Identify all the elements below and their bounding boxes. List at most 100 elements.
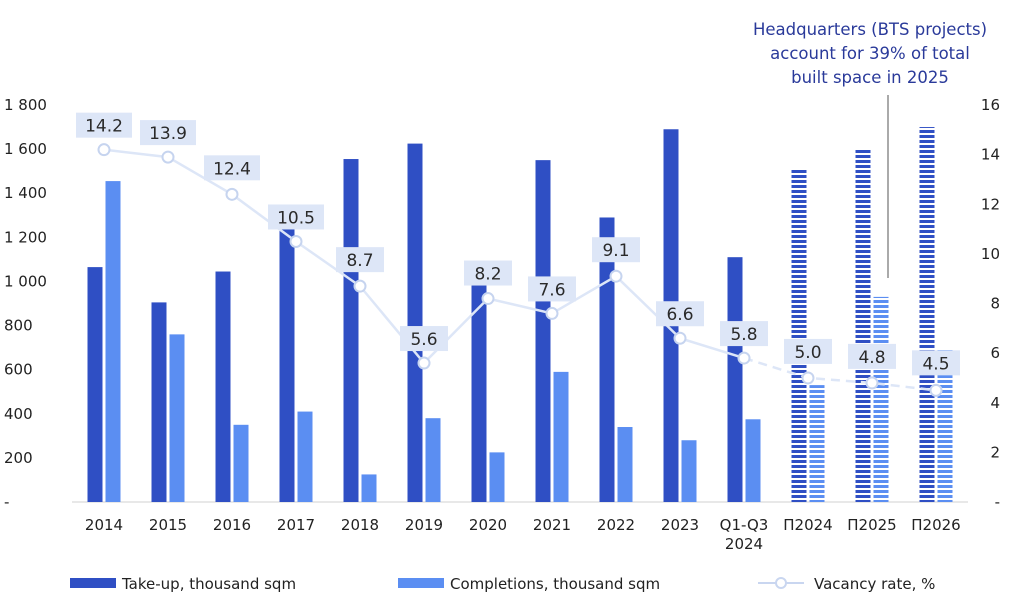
vacancy-data-label: 8.2 — [474, 265, 501, 285]
vacancy-label-box — [464, 260, 512, 286]
vacancy-label-box — [204, 155, 260, 181]
completions-bar — [105, 181, 121, 502]
vacancy-data-label: 12.4 — [213, 159, 251, 179]
legend-label: Vacancy rate, % — [814, 575, 935, 593]
vacancy-point — [673, 331, 687, 345]
legend-marker — [775, 577, 787, 589]
category-label: 2024 — [725, 535, 763, 553]
category-label: П2025 — [847, 516, 896, 534]
annotation-line: account for 39% of total — [770, 44, 970, 63]
take-up-bar — [599, 217, 615, 502]
vacancy-point — [353, 279, 367, 293]
take-up-bar — [535, 160, 551, 502]
take-up-bar — [215, 271, 231, 502]
vacancy-label-box — [592, 237, 640, 263]
right-y-axis: - 2 4 6 8 10 12 14 16 — [981, 96, 1000, 511]
vacancy-point — [417, 356, 431, 370]
vacancy-label-box — [784, 338, 832, 364]
category-label: 2022 — [597, 516, 635, 534]
completions-bar — [873, 296, 889, 502]
left-axis-tick-label: 800 — [4, 317, 33, 335]
take-up-bar — [919, 127, 935, 503]
vacancy-data-label: 6.6 — [666, 305, 693, 325]
left-axis-tick-label: 600 — [4, 361, 33, 379]
left-axis-tick-label: 1 200 — [4, 228, 47, 246]
right-axis-tick-label: 4 — [990, 394, 1000, 412]
vacancy-data-label: 7.6 — [538, 280, 565, 300]
vacancy-point — [225, 187, 239, 201]
vacancy-point — [609, 269, 623, 283]
vacancy-data-label: 5.6 — [410, 330, 437, 350]
annotation: Headquarters (BTS projects) account for … — [720, 18, 1020, 90]
category-label: 2019 — [405, 516, 443, 534]
vacancy-label-box — [720, 321, 768, 347]
right-axis-tick-label: 14 — [981, 146, 1000, 164]
right-axis-tick-label: 16 — [981, 96, 1000, 114]
completions-bar — [169, 334, 185, 502]
left-y-axis: - 200 400 600 800 1 000 1 200 1 400 1 600 1 800 — [4, 96, 47, 511]
completions-bar — [425, 418, 441, 502]
vacancy-point — [289, 234, 303, 248]
left-axis-tick-label: 1 800 — [4, 96, 47, 114]
left-axis-tick-label: 1 600 — [4, 140, 47, 158]
vacancy-point — [545, 306, 559, 320]
bars-layer — [87, 127, 953, 503]
completions-bar — [553, 371, 569, 502]
vacancy-data-label: 9.1 — [602, 241, 629, 261]
take-up-bar — [471, 283, 487, 502]
right-axis-tick-label: 2 — [990, 443, 1000, 461]
category-label: 2023 — [661, 516, 699, 534]
left-axis-tick-label: 1 000 — [4, 272, 47, 290]
category-label: 2015 — [149, 516, 187, 534]
left-axis-tick-label: 1 400 — [4, 184, 47, 202]
vacancy-label-box — [912, 350, 960, 376]
take-up-bar — [727, 257, 743, 502]
legend: Take-up, thousand sqm Completions, thousa… — [70, 575, 935, 593]
vacancy-line-layer — [97, 143, 943, 397]
vacancy-point — [865, 376, 879, 390]
category-label: 2020 — [469, 516, 507, 534]
right-axis-tick-label: 10 — [981, 245, 1000, 263]
take-up-bar — [343, 159, 359, 502]
take-up-bar — [855, 149, 871, 502]
vacancy-line-forecast — [743, 356, 937, 392]
vacancy-label-box — [848, 343, 896, 369]
vacancy-point — [97, 143, 111, 157]
vacancy-label-box — [528, 276, 576, 302]
completions-bar — [361, 474, 377, 502]
completions-bar — [233, 424, 249, 502]
left-axis-tick-label: 400 — [4, 405, 33, 423]
vacancy-label-box — [140, 120, 196, 146]
category-labels: 2014 2015 2016 2017 2018 2019 2020 2021 2022 2023… — [85, 516, 961, 553]
take-up-bar — [87, 267, 103, 502]
category-label: 2021 — [533, 516, 571, 534]
vacancy-label-box — [76, 112, 132, 138]
annotation-line: Headquarters (BTS projects) — [752, 20, 988, 39]
vacancy-data-label: 5.8 — [730, 325, 757, 345]
category-label: П2026 — [911, 516, 960, 534]
completions-bar — [745, 419, 761, 502]
right-axis-tick-label: 8 — [990, 295, 1000, 313]
vacancy-data-label: 4.5 — [922, 354, 949, 374]
vacancy-label-box — [656, 301, 704, 327]
vacancy-point — [161, 150, 175, 164]
take-up-bar — [791, 168, 807, 502]
completions-bar — [489, 452, 505, 502]
vacancy-labels-layer: 14.2 13.9 12.4 10.5 8.7 5.6 8.2 7.6 9.1 6.6 5.8 5.0… — [76, 112, 960, 376]
legend-label: Take-up, thousand sqm — [121, 575, 296, 593]
category-label: 2016 — [213, 516, 251, 534]
completions-bar — [681, 440, 697, 502]
right-axis-tick-label: - — [995, 493, 1000, 511]
completions-bar — [809, 385, 825, 502]
legend-swatch — [70, 578, 116, 588]
vacancy-data-label: 13.9 — [149, 124, 187, 144]
vacancy-point — [737, 351, 751, 365]
right-axis-tick-label: 6 — [990, 344, 1000, 362]
category-label: Q1-Q3 — [720, 516, 769, 534]
vacancy-data-label: 8.7 — [346, 251, 373, 271]
category-label: 2014 — [85, 516, 123, 534]
category-label: 2017 — [277, 516, 315, 534]
vacancy-point — [481, 292, 495, 306]
legend-label: Completions, thousand sqm — [450, 575, 660, 593]
